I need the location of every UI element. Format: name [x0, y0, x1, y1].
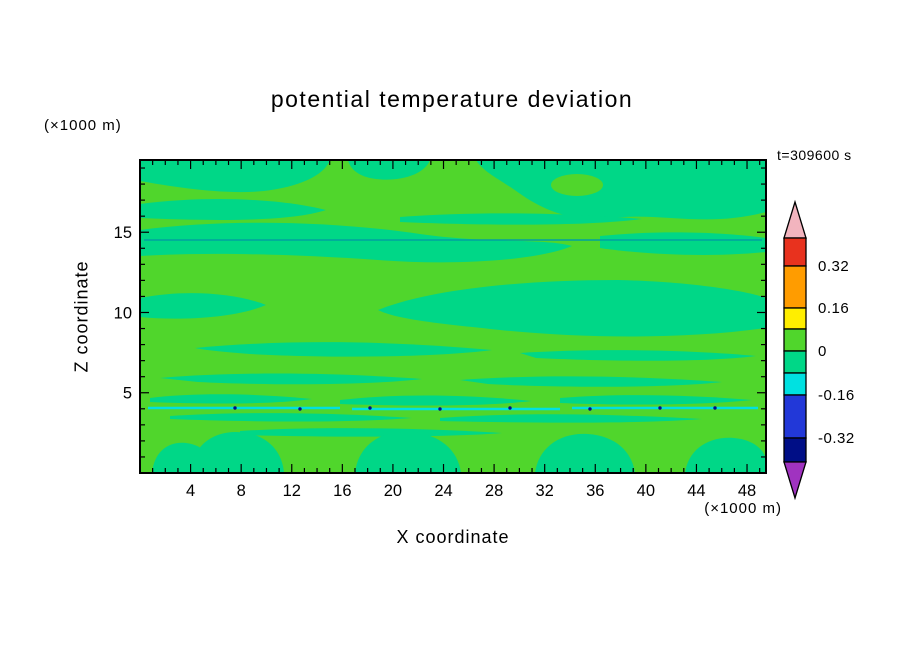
- x-tick-label: 24: [434, 482, 452, 500]
- z-tick-label: 5: [123, 385, 132, 403]
- x-tick-label: 20: [384, 482, 402, 500]
- x-axis-label: X coordinate: [396, 527, 510, 547]
- x-tick-label: 44: [687, 482, 705, 500]
- chart-title: potential temperature deviation: [270, 86, 634, 112]
- colorbar-label: -0.16: [818, 387, 855, 404]
- colorbar-segment: [783, 328, 807, 352]
- colorbar-label: 0.16: [818, 300, 849, 317]
- colorbar-segment: [783, 237, 807, 267]
- colorbar-label: 0: [818, 343, 827, 360]
- x-tick-label: 48: [738, 482, 756, 500]
- x-tick-label: 36: [586, 482, 604, 500]
- colorbar-label: 0.32: [818, 258, 849, 275]
- colorbar-segment: [783, 437, 807, 463]
- colorbar: 0.32 0.16 0 -0.16 -0.32: [783, 199, 855, 501]
- colorbar-bottom-arrow: [783, 461, 807, 501]
- colorbar-label: -0.32: [818, 430, 855, 447]
- x-tick-label: 12: [283, 482, 301, 500]
- x-tick-label: 8: [237, 482, 246, 500]
- y-axis-units-label: (×1000 m): [44, 117, 122, 134]
- z-tick-label: 15: [114, 224, 132, 242]
- x-tick-label: 32: [536, 482, 554, 500]
- x-axis-units-label: (×1000 m): [704, 500, 782, 517]
- colorbar-segment: [783, 394, 807, 439]
- x-tick-label: 28: [485, 482, 503, 500]
- x-tick-label: 40: [637, 482, 655, 500]
- colorbar-segment: [783, 265, 807, 309]
- x-tick-label: 4: [186, 482, 195, 500]
- colorbar-segment: [783, 307, 807, 330]
- colorbar-top-arrow: [783, 199, 807, 239]
- colorbar-segment: [783, 350, 807, 374]
- colorbar-segment: [783, 372, 807, 396]
- z-tick-label: 10: [114, 304, 132, 322]
- time-annotation: t=309600 s: [777, 147, 852, 163]
- x-tick-label: 16: [333, 482, 351, 500]
- y-axis-label: Z coordinate: [71, 260, 92, 373]
